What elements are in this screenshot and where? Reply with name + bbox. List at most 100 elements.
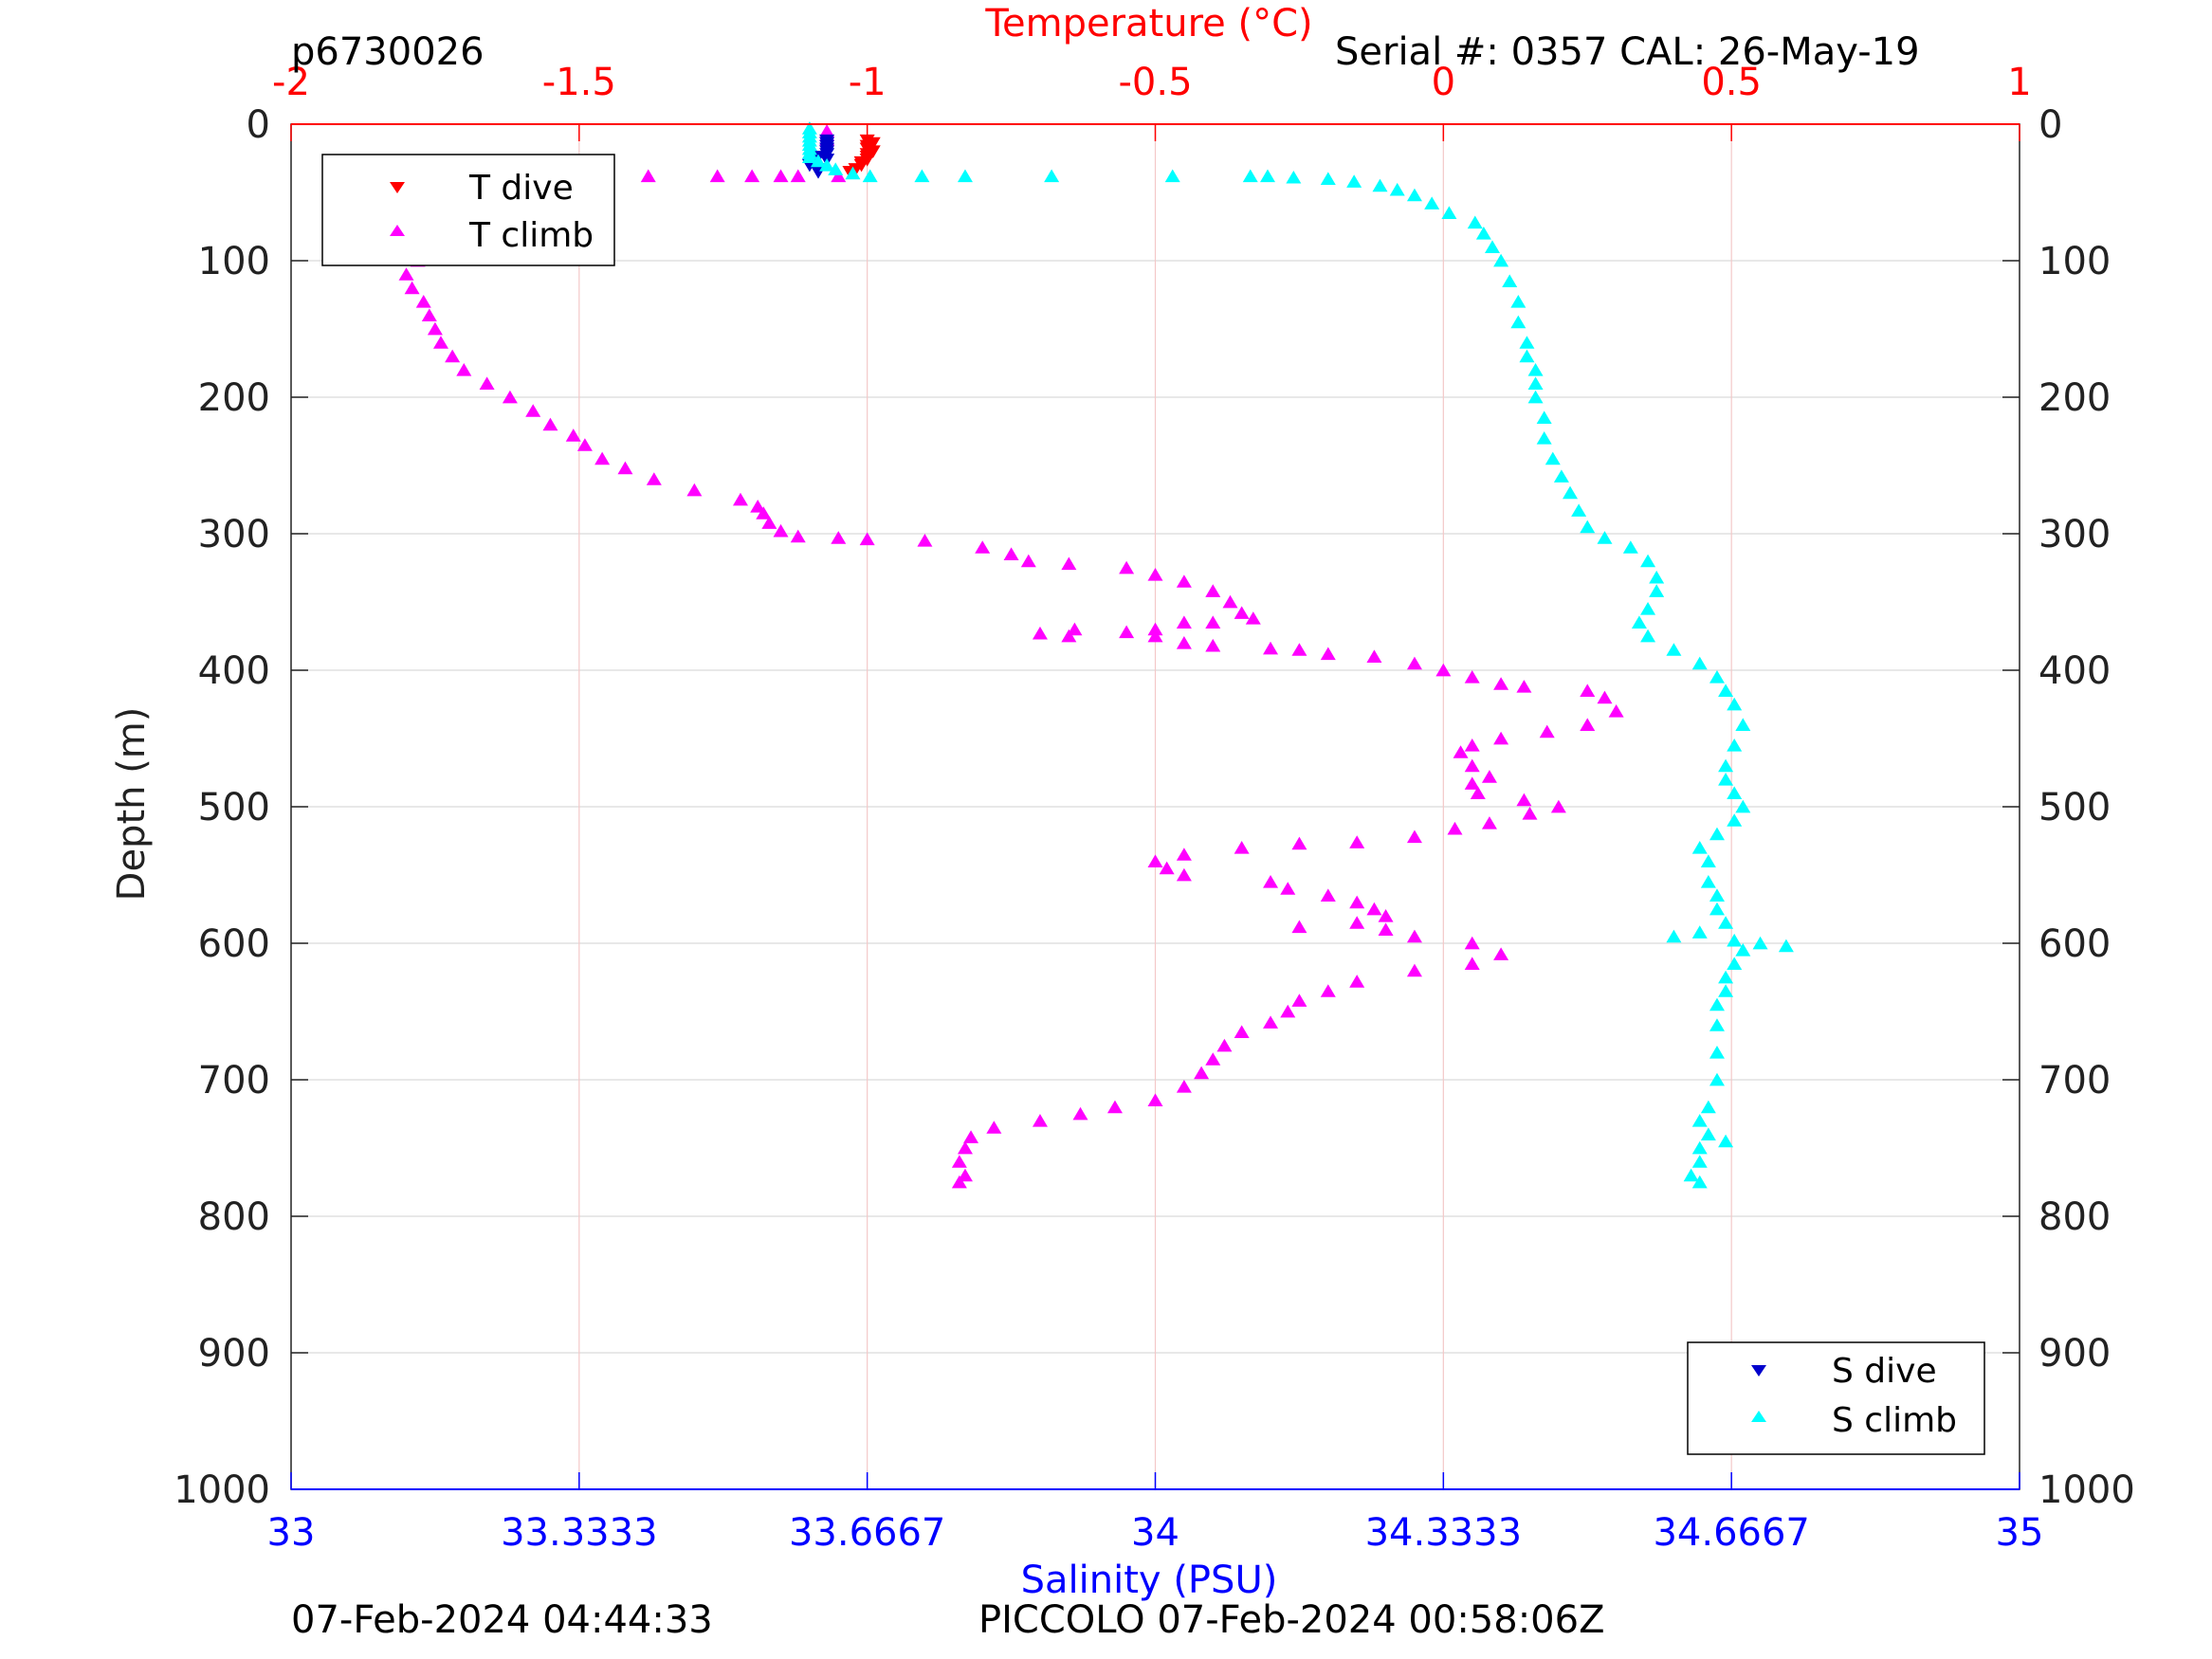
t-climb-point — [445, 349, 461, 363]
s-climb-point — [1700, 854, 1716, 867]
s-climb-point — [1622, 540, 1638, 554]
s-climb-point — [1441, 206, 1457, 219]
t-climb-point — [1147, 1093, 1163, 1106]
t-climb-point — [975, 540, 991, 554]
s-climb-point — [1424, 196, 1440, 210]
s-climb-point — [845, 166, 861, 180]
t-climb-point — [951, 1155, 967, 1168]
t-climb-point — [859, 532, 875, 546]
y-tick-label-right: 400 — [2038, 649, 2111, 693]
y-tick-label-left: 800 — [198, 1195, 270, 1239]
t-climb-point — [1245, 611, 1261, 625]
s-climb-point — [957, 169, 973, 183]
t-climb-point — [773, 169, 789, 183]
t-climb-point — [744, 169, 760, 183]
t-climb-point — [1493, 947, 1509, 960]
t-climb-point — [404, 281, 420, 295]
t-climb-point — [1176, 615, 1192, 629]
s-climb-point — [1519, 336, 1535, 349]
s-climb-point — [1320, 172, 1336, 185]
t-climb-point — [1464, 738, 1480, 752]
t-climb-point — [761, 516, 777, 529]
s-climb-point — [1389, 182, 1405, 196]
t-climb-point — [1464, 670, 1480, 684]
footer-timestamp: 07-Feb-2024 04:44:33 — [291, 1598, 713, 1642]
temperature-legend: T dive T climb — [321, 154, 615, 266]
t-climb-point — [1464, 758, 1480, 773]
s-climb-point — [801, 150, 817, 163]
t-climb-point — [1453, 745, 1469, 758]
s-climb-point — [1718, 916, 1734, 929]
y-tick-label-right: 1000 — [2038, 1468, 2135, 1512]
t-climb-point — [1378, 922, 1394, 936]
t-climb-point — [1147, 629, 1163, 643]
t-climb-point — [1194, 1066, 1210, 1080]
t-climb-point — [1003, 547, 1019, 560]
s-climb-point — [1666, 929, 1682, 943]
s-climb-point — [1519, 349, 1535, 363]
s-climb-point — [1666, 643, 1682, 656]
s-climb-point — [1536, 410, 1552, 424]
s-climb-point — [1683, 1168, 1699, 1182]
s-climb-point — [1709, 997, 1725, 1012]
s-climb-point — [1597, 531, 1613, 544]
t-climb-point — [1119, 560, 1135, 574]
t-climb-point — [1176, 867, 1192, 882]
salinity-legend-box — [1687, 1341, 1985, 1455]
y-tick-label-right: 100 — [2038, 240, 2111, 283]
s-dive-legend-marker — [1751, 1365, 1766, 1376]
s-climb-point — [1718, 984, 1734, 997]
t-climb-point — [831, 531, 847, 544]
s-climb-point — [1649, 570, 1665, 584]
s-climb-point — [1727, 957, 1743, 970]
bottom-axis-title: Salinity (PSU) — [1021, 1559, 1278, 1602]
t-climb-point — [1406, 929, 1422, 943]
y-tick-label-right: 0 — [2038, 103, 2062, 147]
s-climb-point — [1700, 875, 1716, 888]
s-climb-point — [1718, 758, 1734, 773]
t-climb-point — [1406, 830, 1422, 844]
t-climb-point — [1580, 718, 1596, 731]
s-climb-point — [1718, 773, 1734, 786]
t-climb-point — [1280, 882, 1296, 895]
t-climb-point — [427, 321, 443, 336]
y-tick-label-right: 900 — [2038, 1332, 2111, 1376]
t-climb-point — [1032, 1114, 1048, 1127]
t-climb-point — [617, 461, 633, 475]
s-climb-point — [819, 158, 835, 172]
t-climb-point — [750, 500, 766, 513]
t-climb-point — [917, 534, 933, 547]
t-climb-point — [1320, 647, 1336, 661]
t-climb-point — [1464, 936, 1480, 950]
top-axis-title: Temperature (°C) — [984, 2, 1312, 46]
t-climb-point — [1516, 793, 1532, 807]
s-climb-point — [811, 154, 827, 168]
s-climb-point — [1502, 274, 1518, 287]
t-climb-point — [502, 390, 518, 404]
s-climb-point — [1691, 1175, 1708, 1189]
s-climb-point — [1700, 1127, 1716, 1140]
t-climb-point — [1320, 888, 1336, 902]
s-climb-point — [1691, 1114, 1708, 1127]
y-tick-label-right: 300 — [2038, 513, 2111, 556]
y-tick-label-left: 700 — [198, 1059, 270, 1103]
s-climb-point — [1718, 970, 1734, 984]
s-climb-point — [1691, 925, 1708, 939]
s-climb-point — [1691, 1140, 1708, 1155]
s-climb-point — [1709, 902, 1725, 916]
x-top-tick-label: -2 — [272, 61, 310, 104]
x-bottom-tick-label: 33 — [267, 1511, 316, 1555]
t-climb-point — [1291, 836, 1307, 850]
s-climb-point — [1718, 1134, 1734, 1148]
x-bottom-tick-label: 33.6667 — [789, 1511, 945, 1555]
s-climb-point — [1527, 390, 1544, 404]
s-climb-point — [1691, 841, 1708, 854]
t-climb-point — [1176, 1080, 1192, 1093]
t-climb-point — [479, 376, 495, 390]
t-climb-point — [709, 169, 725, 183]
t-climb-point — [432, 336, 448, 349]
s-climb-point — [1346, 174, 1362, 188]
t-climb-point — [686, 483, 703, 497]
t-climb-point — [415, 295, 431, 308]
t-climb-point — [646, 472, 662, 485]
